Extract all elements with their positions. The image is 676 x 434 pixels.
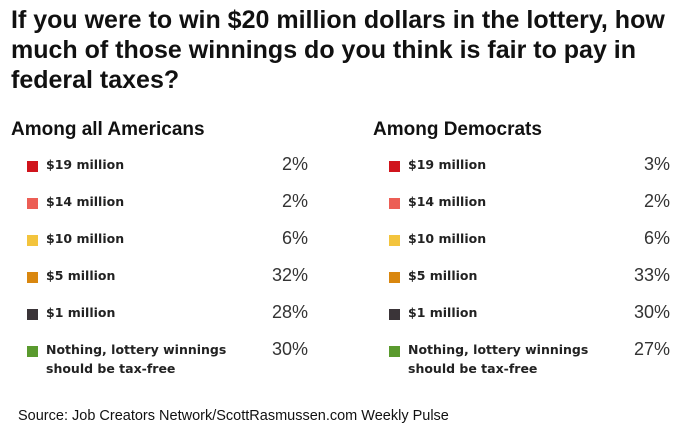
value-label: 6% [281, 228, 308, 248]
category-label: $14 million [408, 194, 487, 209]
table-row: $10 million 6% [373, 224, 673, 261]
table-row: $1 million 28% [11, 298, 311, 335]
panel-title: Among Democrats [373, 119, 542, 140]
panel-democrats: Among Democrats $19 million 3% $14 million… [373, 118, 673, 379]
category-label: Nothing, lottery winnings should be tax-… [408, 342, 589, 376]
legend-swatch [27, 346, 38, 357]
value-label: 27% [633, 339, 670, 359]
legend-swatch [27, 161, 38, 172]
value-label: 6% [643, 228, 670, 248]
category-label: $10 million [408, 231, 487, 246]
legend-swatch [389, 346, 400, 357]
category-label: $19 million [408, 157, 487, 172]
legend-swatch [27, 309, 38, 320]
table-row: $10 million 6% [11, 224, 311, 261]
table-row: $5 million 32% [11, 261, 311, 298]
table-row: $14 million 2% [11, 187, 311, 224]
table-row: $14 million 2% [373, 187, 673, 224]
table-row: Nothing, lottery winnings should be tax-… [373, 335, 673, 379]
legend-swatch [389, 309, 400, 320]
panel-all-americans: Among all Americans $19 million 2% $14 mil… [11, 118, 311, 379]
value-label: 32% [271, 265, 308, 285]
value-label: 28% [271, 302, 308, 322]
category-label: $10 million [46, 231, 125, 246]
value-label: 3% [643, 154, 670, 174]
table-row: Nothing, lottery winnings should be tax-… [11, 335, 311, 379]
category-label: $5 million [408, 268, 478, 283]
value-label: 30% [633, 302, 670, 322]
category-label: Nothing, lottery winnings should be tax-… [46, 342, 227, 376]
value-label: 33% [633, 265, 670, 285]
category-label: $5 million [46, 268, 116, 283]
category-label: $1 million [46, 305, 116, 320]
table-row: $19 million 2% [11, 150, 311, 187]
legend-swatch [389, 198, 400, 209]
category-label: $19 million [46, 157, 125, 172]
legend-swatch [27, 272, 38, 283]
chart-title: If you were to win $20 million dollars i… [11, 6, 665, 94]
value-label: 2% [281, 154, 308, 174]
category-label: $1 million [408, 305, 478, 320]
legend-rows: $19 million 2% $14 million 2% $10 million 6% $… [11, 150, 311, 379]
value-label: 2% [281, 191, 308, 211]
legend-swatch [27, 198, 38, 209]
category-label: $14 million [46, 194, 125, 209]
value-label: 30% [271, 339, 308, 359]
table-row: $1 million 30% [373, 298, 673, 335]
legend-rows: $19 million 3% $14 million 2% $10 million 6% $… [373, 150, 673, 379]
source-note: Source: Job Creators Network/ScottRasmus… [18, 408, 449, 424]
legend-swatch [27, 235, 38, 246]
legend-swatch [389, 235, 400, 246]
table-row: $5 million 33% [373, 261, 673, 298]
table-row: $19 million 3% [373, 150, 673, 187]
panel-title: Among all Americans [11, 119, 205, 140]
legend-swatch [389, 161, 400, 172]
value-label: 2% [643, 191, 670, 211]
legend-swatch [389, 272, 400, 283]
